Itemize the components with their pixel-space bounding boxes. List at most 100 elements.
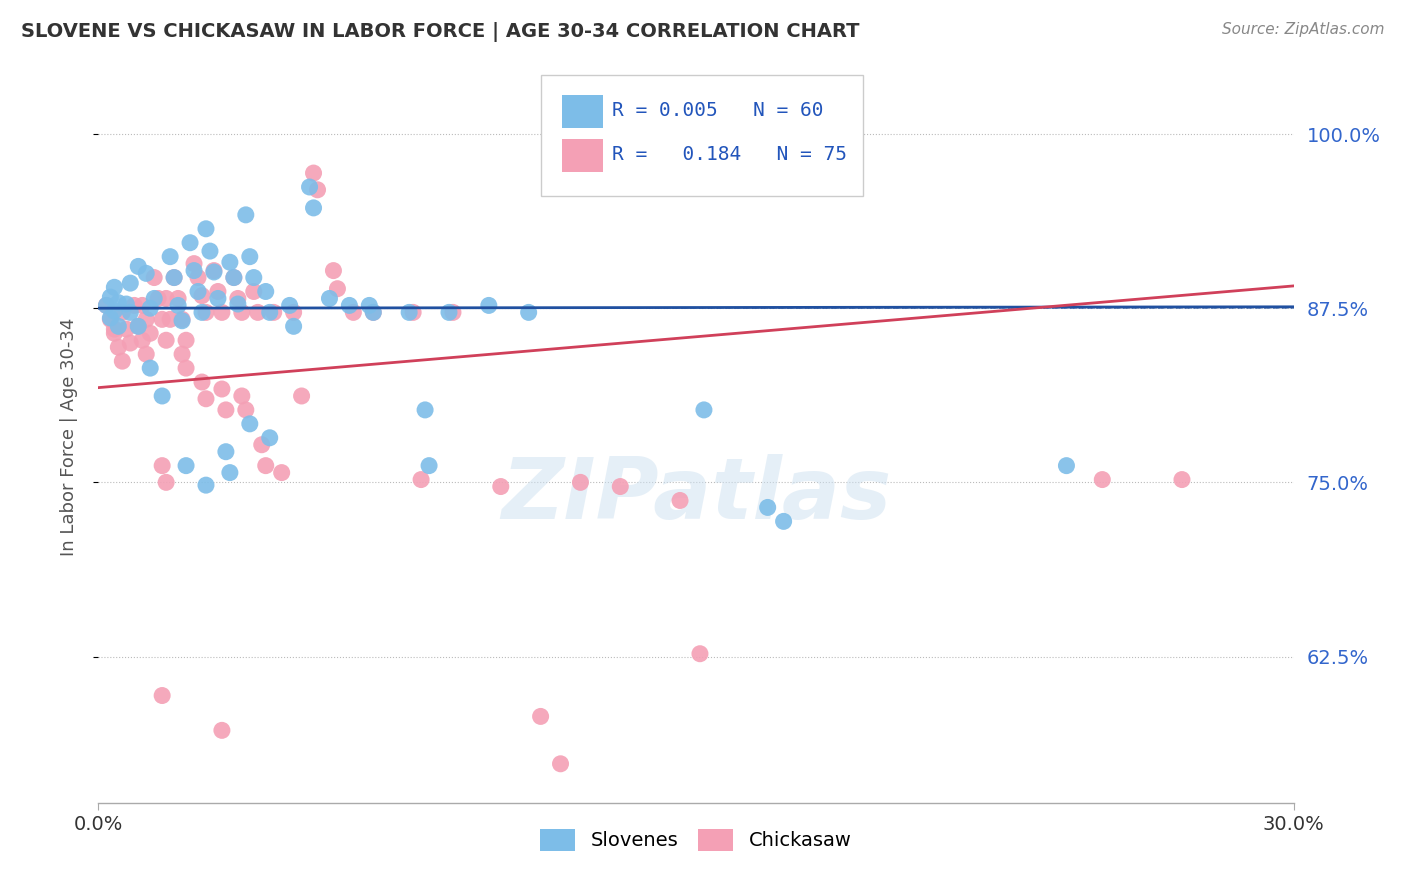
Point <box>131 333 153 347</box>
Point <box>167 292 190 306</box>
Point <box>139 301 162 316</box>
Point <box>322 263 344 277</box>
Point <box>207 292 229 306</box>
Point <box>131 298 153 312</box>
Point <box>96 298 118 312</box>
Point <box>174 361 197 376</box>
Point <box>259 431 281 445</box>
Point <box>489 479 512 493</box>
Point <box>115 297 138 311</box>
Legend: Slovenes, Chickasaw: Slovenes, Chickasaw <box>533 821 859 859</box>
Point <box>339 298 361 312</box>
Point <box>569 475 592 490</box>
Point <box>174 333 197 347</box>
Point <box>187 270 209 285</box>
Point <box>183 263 205 277</box>
Point <box>278 298 301 312</box>
Point <box>159 312 181 326</box>
Point <box>1056 458 1078 473</box>
Point <box>211 305 233 319</box>
Point <box>239 250 262 264</box>
Point <box>115 322 138 336</box>
Point <box>222 270 245 285</box>
Point <box>219 255 242 269</box>
Point <box>263 305 285 319</box>
Point <box>195 392 218 406</box>
Text: SLOVENE VS CHICKASAW IN LABOR FORCE | AGE 30-34 CORRELATION CHART: SLOVENE VS CHICKASAW IN LABOR FORCE | AG… <box>21 22 859 42</box>
Point <box>283 305 305 319</box>
Point <box>398 305 420 319</box>
Point <box>98 310 122 325</box>
Point <box>326 282 349 296</box>
Point <box>211 723 233 738</box>
Point <box>98 290 122 304</box>
Point <box>402 305 425 319</box>
Point <box>183 257 205 271</box>
Point <box>103 322 125 336</box>
Point <box>172 314 194 328</box>
Point <box>120 276 142 290</box>
Point <box>96 298 118 312</box>
Point <box>215 403 238 417</box>
Point <box>155 292 177 306</box>
Point <box>103 304 125 318</box>
Point <box>191 288 214 302</box>
Point <box>135 347 157 361</box>
Point <box>127 319 149 334</box>
Point <box>363 305 385 319</box>
Point <box>135 312 157 326</box>
Point <box>172 347 194 361</box>
Text: R =   0.184   N = 75: R = 0.184 N = 75 <box>613 145 848 163</box>
Point <box>609 479 631 493</box>
Point <box>250 438 273 452</box>
Point <box>179 235 201 250</box>
Point <box>235 403 257 417</box>
Text: Source: ZipAtlas.com: Source: ZipAtlas.com <box>1222 22 1385 37</box>
Point <box>202 263 225 277</box>
Point <box>103 280 125 294</box>
Text: R = 0.005   N = 60: R = 0.005 N = 60 <box>613 101 824 120</box>
Point <box>103 326 125 341</box>
Point <box>342 305 364 319</box>
Point <box>107 295 129 310</box>
Point <box>139 361 162 376</box>
Point <box>150 389 173 403</box>
Point <box>226 297 249 311</box>
Point <box>163 270 186 285</box>
Point <box>437 305 460 319</box>
Point <box>195 305 218 319</box>
Point <box>231 389 253 403</box>
Point <box>195 221 218 235</box>
Y-axis label: In Labor Force | Age 30-34: In Labor Force | Age 30-34 <box>59 318 77 557</box>
Point <box>148 292 170 306</box>
Point <box>226 292 249 306</box>
Point <box>254 285 277 299</box>
Point <box>150 689 173 703</box>
Point <box>135 266 157 280</box>
Point <box>517 305 540 319</box>
Point <box>307 183 329 197</box>
FancyBboxPatch shape <box>562 95 603 128</box>
Point <box>550 756 572 771</box>
Point <box>143 292 166 306</box>
Point <box>139 326 162 341</box>
Point <box>669 493 692 508</box>
FancyBboxPatch shape <box>541 75 863 195</box>
Point <box>107 319 129 334</box>
Point <box>411 473 433 487</box>
Point <box>318 292 340 306</box>
Text: ZIPatlas: ZIPatlas <box>501 454 891 537</box>
Point <box>291 389 314 403</box>
Point <box>155 333 177 347</box>
Point <box>693 403 716 417</box>
Point <box>191 305 214 319</box>
Point <box>231 305 253 319</box>
Point <box>143 270 166 285</box>
Point <box>174 458 197 473</box>
Point <box>772 514 794 528</box>
Point <box>124 298 146 312</box>
Point <box>270 466 292 480</box>
Point <box>207 285 229 299</box>
Point <box>98 312 122 326</box>
Point <box>187 285 209 299</box>
